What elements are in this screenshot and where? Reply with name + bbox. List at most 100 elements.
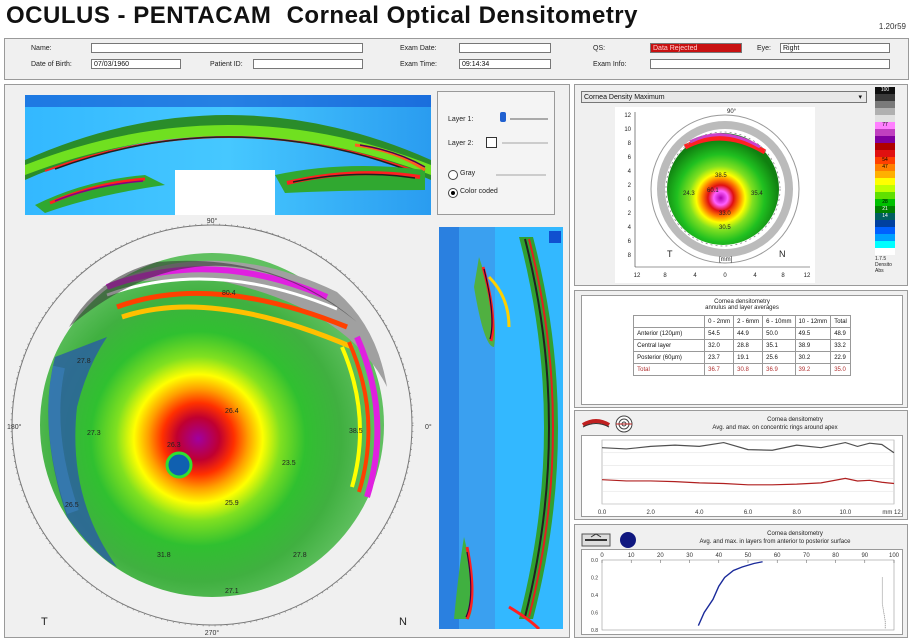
color-scale-cell [875,241,895,248]
table-row: Anterior (120µm) 54.5 44.9 50.0 49.5 48.… [633,327,851,340]
rings-icon[interactable] [615,415,633,433]
table-row: Posterior (60µm) 23.7 19.1 25.6 30.2 22.… [633,351,851,364]
vertical-scheimpflug-image[interactable] [439,227,563,631]
density-map-large[interactable]: 90° 270° 180° 0° T N 80.4 27.8 27.3 26.5… [7,217,437,637]
color-scale-cell: 21 [875,206,895,213]
table-header-cell: 10 - 12mm [794,315,832,328]
chart2-y-tick: 0.2 [591,576,598,582]
table-header-cell: 2 - 6mm [733,315,764,328]
small-map-t-label: T [667,249,673,259]
layer-view-button[interactable] [581,533,611,547]
table-cell: 30.2 [794,351,832,364]
eye-field[interactable]: Right [780,43,890,53]
color-scale-cell [875,192,895,199]
layer2-checkbox[interactable] [486,137,497,148]
color-scale-cell [875,115,895,122]
view-toggle-button[interactable] [581,417,611,431]
table-cell: 38.9 [794,339,832,352]
sphere-icon[interactable] [619,531,637,549]
table-cell: 33.2 [830,339,851,352]
color-scale-cell [875,178,895,185]
big-map-top-angle: 90° [207,217,218,225]
table-cell: 35.0 [830,363,851,376]
chart1-x-tick: 6.0 [744,510,753,516]
small-map-value: 33.0 [719,211,731,217]
concentric-title: Cornea densitometry [767,417,823,423]
chart2-x-tick: 30 [686,553,693,559]
y-tick: 6 [628,239,632,245]
table-cell: 35.1 [762,339,796,352]
color-scale-cell [875,234,895,241]
chart1-series-line [601,441,895,454]
patient-header: Name: Date of Birth: 07/03/1960 Patient … [4,38,909,80]
patient-id-field[interactable] [253,59,363,69]
table-cell: Central layer [633,339,706,352]
exam-info-field[interactable] [650,59,890,69]
table-cell: Anterior (120µm) [633,327,706,340]
color-scale-cell: 47 [875,164,895,171]
layer1-slider-handle[interactable] [500,112,506,122]
concentric-chart-area[interactable]: 0.0 2.0 4.0 6.0 8.0 10.0 mm 12.0 [581,435,906,517]
layer1-slider-track[interactable] [510,118,548,120]
big-map-value: 26.3 [167,442,181,449]
gray-slider-track[interactable] [496,174,546,176]
gray-radio[interactable] [448,170,458,180]
color-scale-cell [875,220,895,227]
chart2-x-tick: 40 [715,553,722,559]
y-tick: 0 [628,197,632,203]
chart2-y-tick: 0.4 [591,593,598,599]
x-tick: 4 [753,273,757,279]
chevron-down-icon: ▾ [858,94,862,101]
table-cell: 50.0 [762,327,796,340]
layer2-slider-track[interactable] [502,142,548,144]
small-density-map[interactable]: 38.5 60.1 24.3 35.4 33.0 30.5 12 10 8 6 … [615,107,815,283]
eye-label: Eye: [757,45,772,52]
layers-chart-panel: Cornea densitometry Avg. and max. in lay… [574,524,908,638]
dob-field[interactable]: 07/03/1960 [91,59,181,69]
layers-title: Cornea densitometry [767,531,823,537]
table-header-cell: 0 - 2mm [704,315,735,328]
color-scale-cell: 77 [875,122,895,129]
concentric-chart-panel: Cornea densitometry Avg. and max. on con… [574,410,908,520]
y-tick: 8 [628,253,632,259]
exam-time-label: Exam Time: [400,61,437,68]
table-cell: 36.7 [704,363,735,376]
horizontal-scheimpflug-image[interactable] [25,95,431,215]
color-coded-radio[interactable] [448,188,458,198]
color-scale-cell [875,101,895,108]
big-map-value: 26.5 [65,502,79,509]
chart2-x-tick: 90 [861,553,868,559]
chart2-y-tick: 0.0 [591,558,598,564]
color-scale-cell [875,248,895,255]
y-tick: 6 [628,155,632,161]
exam-date-field[interactable] [459,43,551,53]
name-field[interactable] [91,43,363,53]
chart2-x-tick: 50 [745,553,752,559]
chart2-x-tick: 70 [803,553,810,559]
title-separator: - [117,2,127,29]
color-scale-legend: 100 77 54 47 28 21 14 1.7.5 Densito Abs [875,87,905,283]
small-map-value: 38.5 [715,173,727,179]
chart1-series-line [601,477,895,486]
y-tick: 2 [628,211,632,217]
layers-chart-area[interactable]: 0 10 20 30 40 50 60 70 80 90 100 0.0 0.2 0.4 0.6 0.8 [581,549,903,635]
averages-table-panel: Cornea densitometry annulus and layer av… [574,290,908,408]
table-cell: Posterior (60µm) [633,351,706,364]
x-tick: 8 [663,273,667,279]
dob-label: Date of Birth: [31,61,72,68]
chart2-x-tick: 10 [628,553,635,559]
color-scale-cell [875,227,895,234]
table-cell: 54.5 [704,327,735,340]
x-tick: 8 [781,273,785,279]
y-tick: 10 [624,127,631,133]
map-type-dropdown[interactable]: Cornea Density Maximum ▾ [581,91,867,103]
table-cell: Total [633,363,706,376]
table-row: Central layer 32.0 28.8 35.1 38.9 33.2 [633,339,851,352]
exam-time-field[interactable]: 09:14:34 [459,59,551,69]
small-map-value: 60.1 [707,188,719,194]
big-map-value: 26.4 [225,408,239,415]
big-map-n-label: N [399,616,407,628]
table-cell: 22.9 [830,351,851,364]
color-scale-cell [875,136,895,143]
table-cell: 48.9 [830,327,851,340]
